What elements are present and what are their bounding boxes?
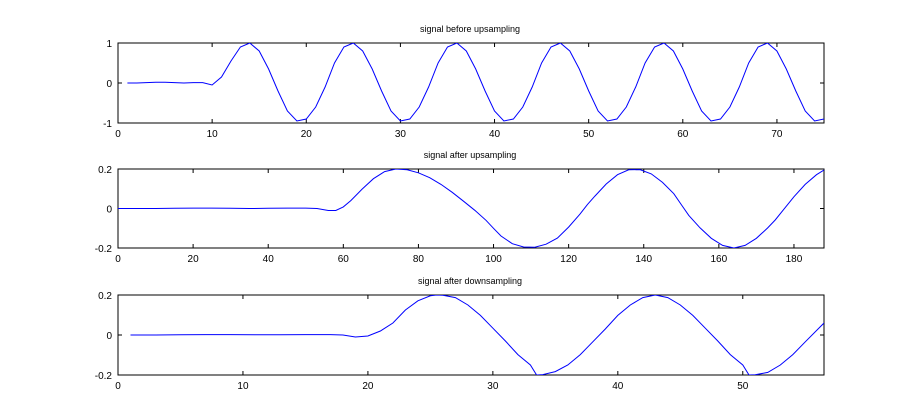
x-tick-label: 100: [485, 254, 502, 265]
x-tick-label: 30: [487, 381, 499, 392]
y-tick-label: 0.2: [98, 291, 112, 302]
x-tick-label: 60: [338, 254, 350, 265]
subplot-title: signal after downsampling: [418, 276, 522, 286]
x-tick-label: 70: [771, 129, 783, 140]
x-tick-label: 40: [489, 129, 501, 140]
y-tick-label: 0: [106, 205, 112, 216]
axes-content: 0 10 20 30 40 50-0.200.2: [95, 291, 824, 392]
x-tick-label: 120: [560, 254, 577, 265]
y-tick-label: -0.2: [95, 244, 113, 255]
signal-line: [130, 295, 824, 375]
y-tick-label: -1: [103, 119, 112, 130]
x-tick-label: 40: [612, 381, 624, 392]
y-tick-label: 0: [106, 79, 112, 90]
x-tick-label: 0: [115, 254, 121, 265]
x-tick-label: 20: [301, 129, 313, 140]
x-tick-label: 10: [207, 129, 219, 140]
x-tick-label: 60: [677, 129, 689, 140]
x-tick-label: 50: [583, 129, 595, 140]
x-tick-label: 160: [711, 254, 728, 265]
x-tick-label: 140: [635, 254, 652, 265]
y-tick-label: 0.2: [98, 165, 112, 176]
axes-frame: [117, 42, 825, 124]
x-tick-label: 20: [188, 254, 200, 265]
subplot-after-upsampling: signal after upsampling 0 20 40 60 80 100 120 1…: [95, 150, 825, 265]
x-tick-label: 50: [737, 381, 749, 392]
axes-content: 0 20 40 60 80 100 120 140 160 180-0.200.2: [95, 165, 824, 265]
x-tick-label: 40: [263, 254, 275, 265]
subplot-title: signal before upsampling: [420, 24, 520, 34]
x-tick-label: 0: [115, 129, 121, 140]
axes-content: 0 10 20 30 40 50 60 70-101: [103, 39, 824, 140]
x-tick-label: 10: [237, 381, 249, 392]
subplot-after-downsampling: signal after downsampling 0 10 20 30 40 50 -0.…: [95, 276, 825, 392]
x-tick-label: 80: [413, 254, 425, 265]
x-tick-label: 0: [115, 381, 121, 392]
y-tick-label: -0.2: [95, 371, 113, 382]
y-tick-label: 0: [106, 331, 112, 342]
signal-line: [118, 169, 824, 248]
x-tick-label: 20: [362, 381, 374, 392]
x-tick-label: 180: [786, 254, 803, 265]
signal-line: [127, 43, 824, 122]
x-tick-label: 30: [395, 129, 407, 140]
subplot-before-upsampling: signal before upsampling 0 10 20 30 40 50 60 70…: [103, 24, 825, 140]
subplot-title: signal after upsampling: [424, 150, 517, 160]
y-tick-label: 1: [106, 39, 112, 50]
